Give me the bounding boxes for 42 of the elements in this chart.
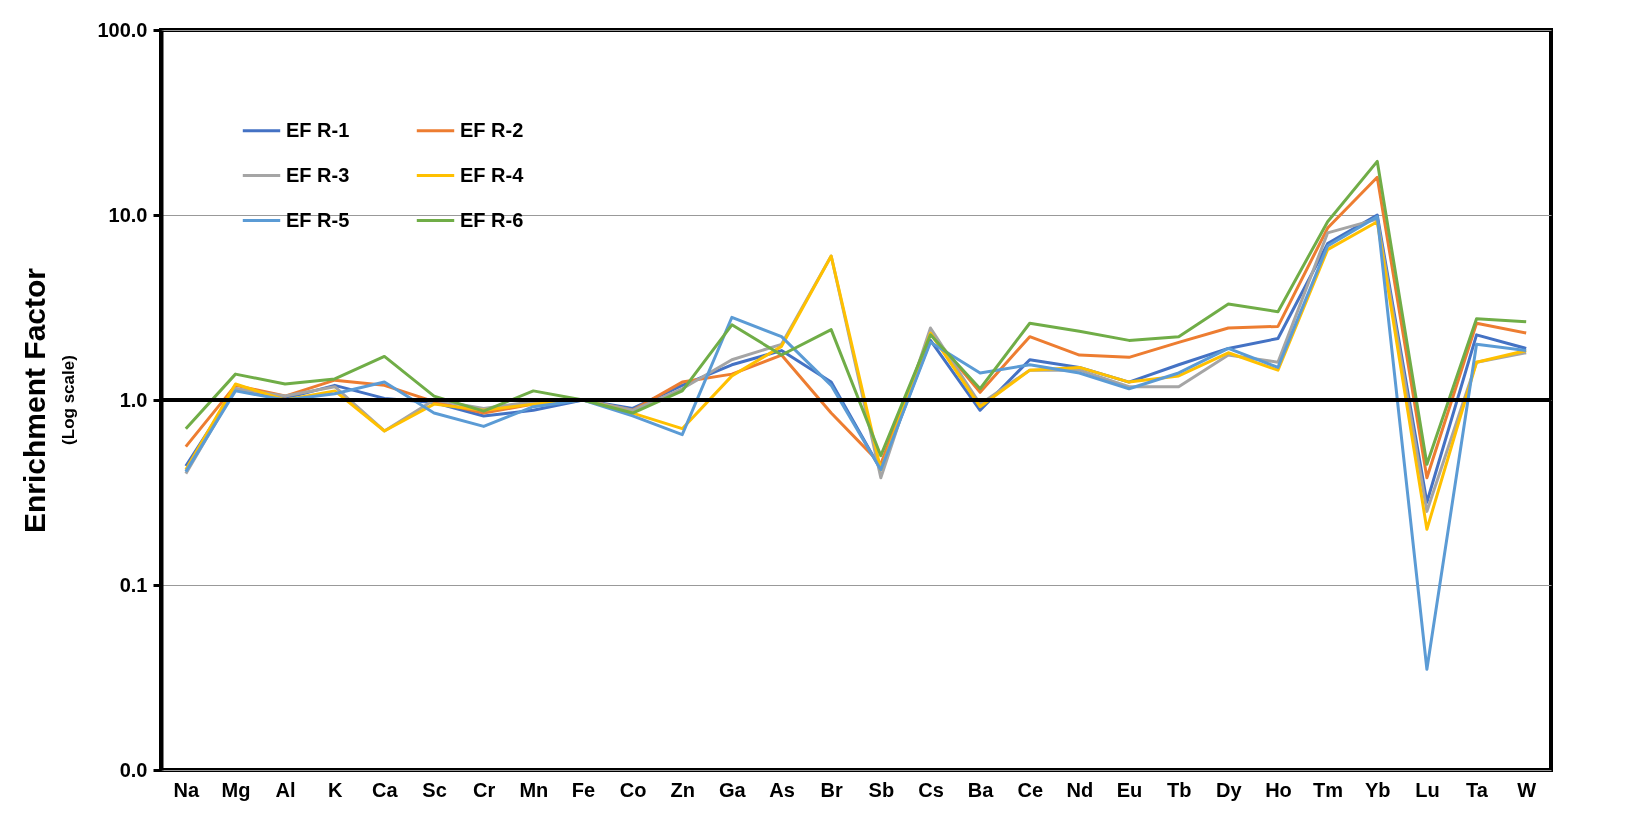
x-tick-label: Br <box>820 778 843 801</box>
x-tick-label: Al <box>275 778 296 801</box>
x-tick-label: Mg <box>221 778 251 801</box>
legend-label: EF R-3 <box>286 163 350 186</box>
text: (Log scale) <box>59 355 78 445</box>
x-tick-label: Cr <box>473 778 496 801</box>
x-tick-label: Dy <box>1216 778 1243 801</box>
x-tick-label: Yb <box>1364 778 1391 801</box>
x-tick-label: Cs <box>918 778 944 801</box>
legend-label: EF R-5 <box>286 208 350 231</box>
line-series <box>184 215 1528 671</box>
y-tick-label: 10.0 <box>108 203 148 226</box>
x-tick-label: Fe <box>571 778 596 801</box>
x-tick-label: Ba <box>967 778 995 801</box>
x-tick-label: Lu <box>1415 778 1440 801</box>
x-tick-label: Nd <box>1066 778 1094 801</box>
x-tick-label: Ce <box>1017 778 1044 801</box>
x-tick-label: Tb <box>1166 778 1192 801</box>
x-tick-label: Mn <box>519 778 549 801</box>
y-tick-label: 100.0 <box>97 18 148 41</box>
legend-label: EF R-4 <box>460 163 525 186</box>
x-tick-label: Ho <box>1265 778 1292 801</box>
x-tick-label: Co <box>619 778 647 801</box>
x-tick-label: Na <box>173 778 200 801</box>
x-tick-label: Sc <box>422 778 447 801</box>
x-tick-label: Ta <box>1466 778 1489 801</box>
x-tick-label: As <box>769 778 795 801</box>
x-tick-label: Ga <box>719 778 747 801</box>
y-tick-label: 1.0 <box>119 388 148 411</box>
legend-label: EF R-1 <box>286 118 350 141</box>
legend-label: EF R-6 <box>460 208 524 231</box>
x-tick-label: K <box>328 778 344 801</box>
y-tick-label: 0.1 <box>119 573 148 596</box>
x-tick-label: Ca <box>372 778 399 801</box>
legend-label: EF R-2 <box>460 118 524 141</box>
x-tick-label: Tm <box>1313 778 1344 801</box>
x-tick-label: Eu <box>1116 778 1143 801</box>
x-tick-label: Sb <box>868 778 895 801</box>
x-tick-label: W <box>1517 778 1537 801</box>
x-tick-label: Zn <box>670 778 695 801</box>
y-axis-title: Enrichment Factor <box>18 267 52 534</box>
y-tick-label: 0.0 <box>119 758 148 781</box>
